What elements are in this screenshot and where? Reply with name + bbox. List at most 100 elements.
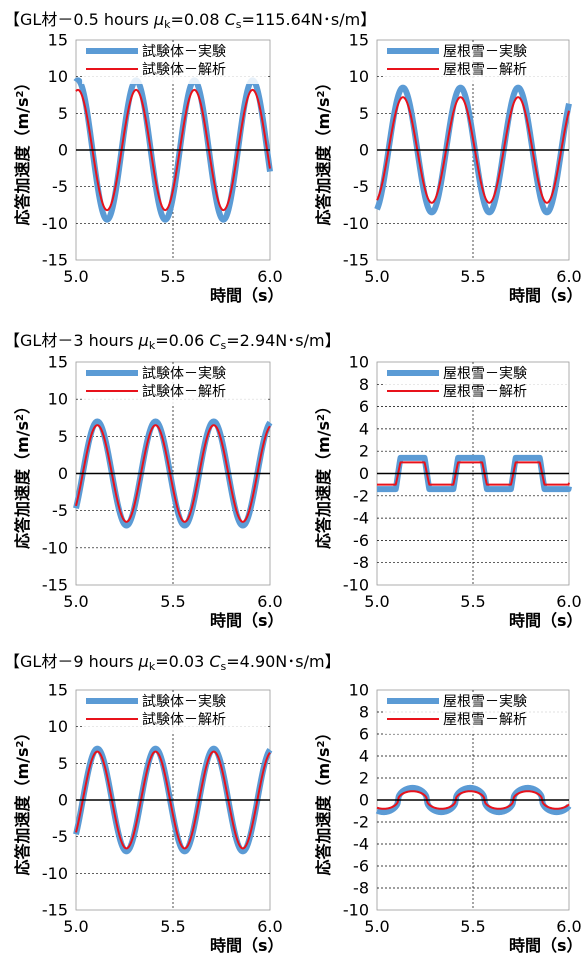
y-axis-label: 応答加速度（m/s2） bbox=[314, 74, 333, 225]
x-tick-label: 6.0 bbox=[556, 917, 581, 936]
section-1-c-value: =115.64N･s/m】 bbox=[241, 10, 377, 29]
y-tick-label: 6 bbox=[359, 397, 369, 416]
section-2-mu-value: =0.06 bbox=[155, 331, 205, 350]
series-analysis-line bbox=[75, 750, 271, 850]
y-tick-label: 10 bbox=[48, 717, 68, 736]
y-axis-label: 応答加速度（m/s2） bbox=[13, 398, 32, 549]
chart-5: -15 -10 -5 0 5 10 15 5.0 5.5 6.0時間（s） 応答加速度（m/s2） 試… bbox=[13, 681, 284, 956]
y-tick-label: 15 bbox=[48, 353, 68, 372]
y-tick-label: 5 bbox=[58, 427, 68, 446]
x-tick-label: 5.0 bbox=[63, 592, 88, 611]
chart-1: -15 -10 -5 0 5 10 15 5.0 5.5 6.0時間（s） 応答加速度（m/s2） 試… bbox=[13, 31, 284, 306]
section-3-c-sub: s bbox=[220, 660, 227, 673]
y-tick-label: 0 bbox=[58, 141, 68, 160]
y-tick-label: -2 bbox=[353, 813, 369, 832]
y-axis-label: 応答加速度（m/s2） bbox=[314, 398, 333, 549]
x-tick-label: 5.5 bbox=[460, 592, 485, 611]
x-axis-label: 時間（s） bbox=[509, 936, 583, 955]
y-tick-label: -10 bbox=[343, 576, 369, 595]
y-tick-label: 15 bbox=[48, 31, 68, 50]
y-tick-label: 10 bbox=[349, 353, 369, 372]
y-tick-label: 15 bbox=[349, 31, 369, 50]
section-1-mu: μ bbox=[153, 10, 165, 29]
y-tick-label: 5 bbox=[58, 754, 68, 773]
y-tick-label: 4 bbox=[359, 419, 369, 438]
y-tick-label: -15 bbox=[343, 251, 369, 270]
legend-label-analysis: 屋根雪－解析 bbox=[443, 62, 527, 78]
x-tick-label: 6.0 bbox=[257, 917, 282, 936]
legend-label-experiment: 屋根雪－実験 bbox=[443, 694, 527, 710]
x-axis-label: 時間（s） bbox=[210, 936, 284, 955]
section-title-1: 【GL材－0.5 hours μk=0.08 Cs=115.64N･s/m】 bbox=[4, 10, 376, 30]
x-tick-label: 5.5 bbox=[460, 917, 485, 936]
x-axis-label: 時間（s） bbox=[210, 286, 284, 305]
x-tick-label: 5.5 bbox=[160, 917, 185, 936]
y-tick-label: -5 bbox=[52, 827, 68, 846]
chart-6: -10 -8 -6 -4 -2 0 2 4 6 8 10 5.0 5.5 6.0時間（s） 応答加速度（m/… bbox=[314, 681, 583, 956]
series-analysis-line bbox=[75, 88, 271, 212]
y-tick-label: -10 bbox=[343, 214, 369, 233]
legend-label-experiment: 試験体－実験 bbox=[142, 44, 226, 60]
legend-label-analysis: 試験体－解析 bbox=[142, 712, 226, 728]
section-3-c-value: =4.90N･s/m】 bbox=[226, 652, 341, 671]
y-tick-label: 10 bbox=[48, 67, 68, 86]
section-2-c-value: =2.94N･s/m】 bbox=[226, 331, 341, 350]
y-tick-label: 10 bbox=[349, 681, 369, 700]
y-tick-label: 10 bbox=[48, 390, 68, 409]
section-1-mu-sub: k bbox=[164, 18, 171, 31]
section-1-c-sub: s bbox=[235, 18, 242, 31]
y-tick-label: -8 bbox=[353, 553, 369, 572]
y-axis-label: 応答加速度（m/s2） bbox=[314, 724, 333, 875]
y-tick-label: 8 bbox=[359, 375, 369, 394]
y-tick-label: -15 bbox=[42, 901, 68, 920]
y-tick-label: -6 bbox=[353, 531, 369, 550]
y-tick-label: -10 bbox=[42, 864, 68, 883]
section-title-2: 【GL材－3 hours μk=0.06 Cs=2.94N･s/m】 bbox=[4, 331, 341, 351]
y-tick-label: -5 bbox=[353, 177, 369, 196]
x-tick-label: 5.5 bbox=[160, 267, 185, 286]
series-experiment-line bbox=[374, 454, 572, 493]
section-2-c-sub: s bbox=[220, 339, 227, 352]
legend-label-experiment: 屋根雪－実験 bbox=[443, 44, 527, 60]
x-tick-label: 6.0 bbox=[257, 267, 282, 286]
series-analysis-line bbox=[376, 790, 570, 810]
y-tick-label: 10 bbox=[349, 67, 369, 86]
section-3-mu-value: =0.03 bbox=[155, 652, 205, 671]
y-tick-label: -5 bbox=[52, 177, 68, 196]
x-tick-label: 5.5 bbox=[460, 267, 485, 286]
x-tick-label: 5.0 bbox=[364, 267, 389, 286]
y-tick-label: -4 bbox=[353, 835, 369, 854]
section-3-mu: μ bbox=[138, 652, 149, 671]
legend-label-analysis: 試験体－解析 bbox=[142, 384, 226, 400]
legend-label-experiment: 試験体－実験 bbox=[142, 366, 226, 382]
y-tick-label: 0 bbox=[359, 464, 369, 483]
legend-label-analysis: 屋根雪－解析 bbox=[443, 384, 527, 400]
series-analysis-line bbox=[376, 96, 570, 204]
x-axis-label: 時間（s） bbox=[509, 611, 583, 630]
chart-3: -15 -10 -5 0 5 10 15 5.0 5.5 6.0時間（s） 応答加速度（m/s2） 試… bbox=[13, 353, 284, 631]
x-tick-label: 5.5 bbox=[160, 592, 185, 611]
section-1-prefix: 【GL材－0.5 hours bbox=[4, 10, 149, 29]
y-tick-label: -2 bbox=[353, 486, 369, 505]
y-tick-label: 5 bbox=[58, 104, 68, 123]
section-1-mu-value: =0.08 bbox=[170, 10, 220, 29]
legend-label-experiment: 試験体－実験 bbox=[142, 694, 226, 710]
y-tick-label: 8 bbox=[359, 703, 369, 722]
y-tick-label: -10 bbox=[343, 901, 369, 920]
x-tick-label: 5.0 bbox=[63, 267, 88, 286]
series-experiment-line bbox=[374, 784, 572, 816]
section-2-mu-sub: k bbox=[148, 339, 156, 352]
y-tick-label: 0 bbox=[359, 791, 369, 810]
y-tick-label: -15 bbox=[42, 576, 68, 595]
y-tick-label: -8 bbox=[353, 879, 369, 898]
y-tick-label: 0 bbox=[359, 141, 369, 160]
y-tick-label: 0 bbox=[58, 791, 68, 810]
x-tick-label: 6.0 bbox=[556, 267, 581, 286]
series-analysis-line bbox=[75, 424, 271, 523]
y-tick-label: 0 bbox=[58, 464, 68, 483]
y-tick-label: 2 bbox=[359, 442, 369, 461]
y-axis-label: 応答加速度（m/s2） bbox=[13, 74, 32, 225]
x-axis-label: 時間（s） bbox=[509, 286, 583, 305]
x-axis-label: 時間（s） bbox=[210, 611, 284, 630]
